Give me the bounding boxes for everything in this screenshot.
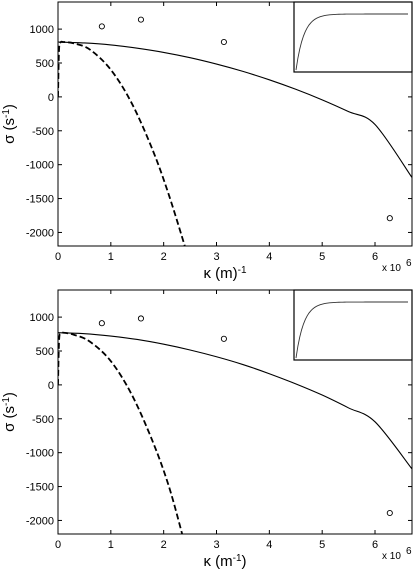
x-tick-label: 4: [266, 251, 272, 263]
x-axis-label: κ (m)-1: [203, 265, 246, 283]
inset-curve: [295, 13, 409, 71]
y-tick-label: -1500: [26, 482, 54, 494]
y-axis-label: σ (s-1): [1, 392, 19, 432]
y-tick-label: -1500: [26, 194, 54, 206]
dashed-series-line: [58, 331, 184, 534]
x-axis-label-text: κ (m: [203, 553, 232, 570]
y-axis-label-close: ): [1, 392, 18, 397]
x-multiplier: x 10: [382, 263, 401, 274]
y-axis-label-text: σ (s: [1, 118, 18, 144]
x-axis-label: κ (m-1): [203, 553, 246, 571]
x-tick-label: 1: [108, 251, 114, 263]
x-tick-label: 3: [213, 539, 219, 551]
x-axis-label-sup: -1: [233, 553, 242, 564]
x-tick-label: 3: [213, 251, 219, 263]
x-tick-label: 1: [108, 539, 114, 551]
data-point-marker: [386, 215, 393, 222]
plot-area: [58, 315, 412, 534]
y-tick-label: -1000: [26, 448, 54, 460]
data-point-marker: [98, 320, 105, 327]
x-tick-label: 4: [266, 539, 272, 551]
plot-frame: [57, 289, 413, 535]
dashed-series-line: [58, 40, 186, 246]
x-axis-label-close: ): [242, 553, 247, 570]
y-axis-label-sup: -1: [1, 109, 12, 118]
x-tick-label: 0: [55, 539, 61, 551]
y-tick-label: -1000: [26, 160, 54, 172]
data-point-marker: [220, 38, 227, 46]
data-point-marker: [386, 509, 393, 517]
y-tick-label: 500: [36, 346, 54, 358]
plot-area: [58, 16, 412, 246]
y-tick-label: 1000: [30, 24, 54, 36]
x-tick-label: 5: [319, 539, 325, 551]
y-tick-label: -500: [32, 414, 54, 426]
x-tick-label: 0: [55, 251, 61, 263]
y-tick-label: -500: [32, 126, 54, 138]
data-point-marker: [137, 16, 145, 23]
data-point-marker: [137, 315, 145, 322]
y-tick-label: 1000: [30, 312, 54, 324]
y-axis-label: σ (s-1): [1, 104, 19, 144]
x-tick-label: 2: [161, 539, 167, 551]
x-tick-label: 5: [319, 251, 325, 263]
y-tick-label: 0: [48, 380, 54, 392]
solid-series-line: [58, 41, 412, 178]
x-multiplier: x 10: [382, 551, 401, 562]
x-tick-label: 2: [161, 251, 167, 263]
x-axis-label-sup: -1: [238, 265, 247, 276]
x-multiplier-exponent: 6: [406, 546, 412, 557]
y-tick-label: 500: [36, 58, 54, 70]
y-axis-label-sup: -1: [1, 397, 12, 406]
x-multiplier-exponent: 6: [406, 258, 412, 269]
plot-frame: [57, 1, 413, 247]
y-tick-label: -2000: [26, 227, 54, 239]
x-tick-label: 6: [372, 251, 378, 263]
inset-curve: [295, 301, 408, 359]
inset-frame: [293, 1, 413, 73]
y-tick-label: -2000: [26, 515, 54, 527]
data-point-marker: [98, 23, 105, 30]
data-point-marker: [220, 335, 227, 342]
y-tick-label: 0: [48, 92, 54, 104]
y-axis-label-text: σ (s: [1, 406, 18, 432]
x-tick-label: 6: [372, 539, 378, 551]
inset-frame: [293, 289, 413, 361]
solid-series-line: [58, 332, 412, 470]
x-axis-label-text: κ (m): [203, 265, 237, 282]
y-axis-label-close: ): [1, 104, 18, 109]
